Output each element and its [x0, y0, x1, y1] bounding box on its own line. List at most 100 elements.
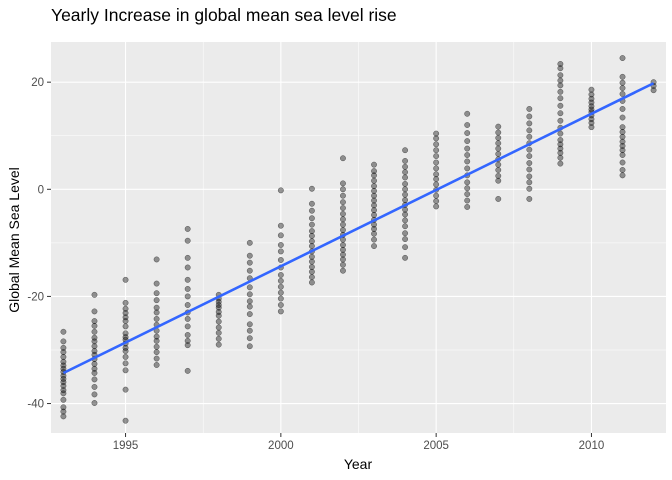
data-point	[371, 212, 377, 218]
chart-title: Yearly Increase in global mean sea level…	[51, 5, 397, 25]
data-point	[60, 358, 67, 365]
data-point	[619, 73, 626, 80]
data-point	[246, 311, 253, 318]
data-point	[371, 221, 377, 228]
data-point	[402, 206, 409, 213]
data-point	[60, 344, 67, 351]
data-point	[588, 106, 595, 113]
data-point	[588, 86, 595, 93]
data-point	[526, 173, 533, 180]
data-point	[184, 276, 191, 283]
data-point	[526, 106, 533, 112]
y-tick-label: -40	[27, 399, 44, 411]
y-axis-title: Global Mean Sea Level	[6, 167, 22, 313]
data-point	[340, 199, 346, 206]
data-point	[340, 205, 346, 211]
data-point	[495, 161, 502, 168]
data-point	[557, 141, 564, 148]
data-point	[402, 169, 409, 176]
data-point	[122, 305, 129, 312]
data-point	[619, 106, 626, 112]
data-point	[402, 186, 409, 193]
data-point	[246, 298, 253, 305]
data-point	[277, 277, 284, 284]
data-point	[340, 261, 346, 268]
data-point	[495, 172, 502, 179]
data-point	[495, 129, 502, 136]
data-point	[464, 179, 471, 186]
data-point	[184, 254, 191, 261]
data-point	[433, 159, 440, 166]
data-point	[371, 183, 377, 190]
data-point	[464, 138, 471, 145]
data-point	[122, 323, 129, 330]
data-point	[371, 168, 377, 175]
data-point	[402, 236, 409, 243]
data-point	[464, 145, 471, 152]
data-point	[277, 187, 284, 194]
y-tick-label: 0	[38, 184, 44, 196]
data-point	[91, 308, 98, 315]
data-point	[495, 177, 502, 184]
data-point	[402, 230, 409, 237]
data-point	[153, 355, 160, 362]
data-point	[91, 343, 98, 350]
data-point	[184, 342, 191, 349]
data-point	[91, 391, 98, 398]
trend-line-group	[62, 82, 655, 375]
data-point	[277, 232, 284, 239]
data-point	[402, 211, 409, 218]
x-tick-label: 2005	[423, 440, 449, 452]
data-point	[153, 349, 160, 356]
data-point	[557, 65, 564, 72]
data-point	[60, 396, 67, 403]
data-point	[371, 192, 377, 199]
data-point	[402, 191, 409, 198]
data-point	[526, 113, 533, 120]
data-point	[619, 91, 626, 97]
data-point	[215, 309, 222, 315]
data-point	[91, 328, 98, 335]
data-point	[122, 330, 129, 337]
data-point	[371, 187, 377, 194]
data-point	[277, 302, 284, 308]
data-point	[308, 243, 315, 250]
data-point	[526, 185, 533, 192]
data-point	[60, 328, 67, 335]
data-point	[495, 167, 502, 173]
data-point	[402, 174, 409, 181]
data-point	[557, 137, 564, 143]
data-point	[91, 383, 98, 390]
data-point	[60, 387, 67, 394]
data-point	[402, 223, 409, 230]
data-point	[340, 246, 346, 253]
data-point	[464, 197, 471, 204]
data-point	[340, 186, 346, 193]
data-point	[91, 348, 98, 354]
data-point	[340, 155, 346, 162]
data-point	[619, 172, 626, 179]
data-point	[91, 322, 98, 329]
data-point	[122, 386, 129, 393]
data-point	[340, 210, 346, 217]
data-point	[153, 290, 160, 297]
data-point	[619, 159, 626, 166]
data-point	[526, 127, 533, 134]
data-point	[122, 299, 129, 306]
data-point	[60, 375, 67, 382]
data-point	[184, 264, 191, 271]
data-point	[495, 150, 502, 157]
data-point	[184, 293, 191, 300]
data-point	[619, 152, 626, 158]
data-point	[588, 91, 595, 98]
data-point	[495, 195, 502, 202]
trend-line	[62, 82, 655, 375]
data-point	[153, 256, 160, 263]
data-point	[557, 149, 564, 156]
data-point	[464, 122, 471, 128]
data-point	[215, 302, 222, 308]
data-point	[308, 264, 315, 270]
data-point	[184, 225, 191, 232]
data-points	[60, 55, 657, 424]
data-point	[526, 166, 533, 173]
